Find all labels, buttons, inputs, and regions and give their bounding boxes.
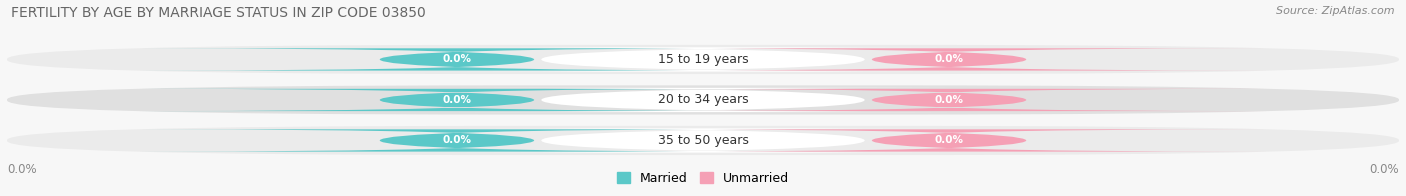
Text: 15 to 19 years: 15 to 19 years	[658, 53, 748, 66]
FancyBboxPatch shape	[443, 88, 963, 112]
Text: 0.0%: 0.0%	[443, 135, 471, 145]
FancyBboxPatch shape	[633, 48, 1265, 71]
Text: 0.0%: 0.0%	[7, 163, 37, 176]
FancyBboxPatch shape	[7, 85, 1399, 114]
Text: 0.0%: 0.0%	[443, 95, 471, 105]
FancyBboxPatch shape	[633, 129, 1265, 152]
FancyBboxPatch shape	[443, 47, 963, 72]
Text: 0.0%: 0.0%	[935, 135, 963, 145]
FancyBboxPatch shape	[141, 129, 773, 152]
FancyBboxPatch shape	[141, 48, 773, 71]
FancyBboxPatch shape	[7, 45, 1399, 74]
Text: 0.0%: 0.0%	[935, 54, 963, 64]
Text: FERTILITY BY AGE BY MARRIAGE STATUS IN ZIP CODE 03850: FERTILITY BY AGE BY MARRIAGE STATUS IN Z…	[11, 6, 426, 20]
Legend: Married, Unmarried: Married, Unmarried	[612, 167, 794, 190]
Text: 0.0%: 0.0%	[1369, 163, 1399, 176]
Text: Source: ZipAtlas.com: Source: ZipAtlas.com	[1277, 6, 1395, 16]
Text: 20 to 34 years: 20 to 34 years	[658, 93, 748, 106]
Text: 0.0%: 0.0%	[443, 54, 471, 64]
FancyBboxPatch shape	[633, 89, 1265, 111]
Text: 0.0%: 0.0%	[935, 95, 963, 105]
FancyBboxPatch shape	[443, 128, 963, 153]
Text: 35 to 50 years: 35 to 50 years	[658, 134, 748, 147]
FancyBboxPatch shape	[141, 89, 773, 111]
FancyBboxPatch shape	[7, 126, 1399, 155]
